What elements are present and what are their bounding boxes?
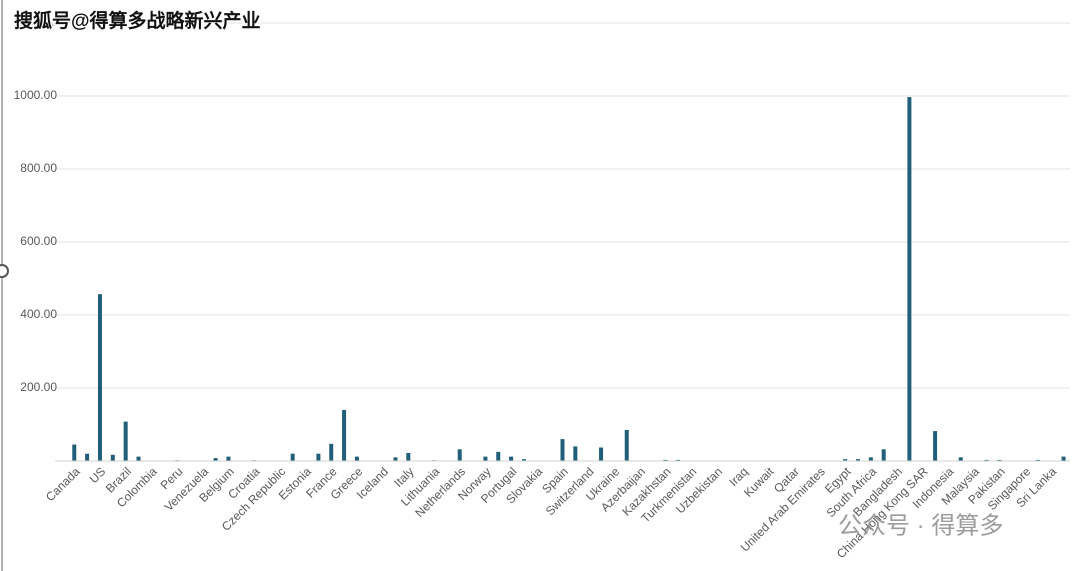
bar bbox=[599, 447, 604, 461]
bar bbox=[97, 294, 102, 461]
bar bbox=[406, 452, 411, 461]
bar bbox=[933, 431, 938, 461]
bar bbox=[329, 443, 334, 461]
y-tick-label: 600.00 bbox=[20, 234, 57, 248]
bar bbox=[907, 97, 912, 461]
watermark: 公众号 · 得算多 bbox=[838, 512, 1003, 539]
bar bbox=[110, 454, 115, 461]
bar bbox=[521, 459, 526, 461]
bar bbox=[509, 456, 514, 461]
bar bbox=[85, 453, 90, 461]
bar bbox=[457, 449, 462, 461]
bars bbox=[72, 97, 1066, 461]
resize-handle bbox=[0, 264, 9, 278]
bar bbox=[1035, 459, 1040, 461]
bar bbox=[856, 459, 861, 461]
bar bbox=[1061, 456, 1066, 461]
y-tick-label: 1200.00 bbox=[14, 15, 58, 29]
y-tick-label: 400.00 bbox=[20, 307, 57, 321]
bar bbox=[843, 459, 848, 461]
watermark-title: 搜狐号@得算多战略新兴产业 bbox=[14, 9, 261, 32]
bar bbox=[393, 457, 398, 461]
bar bbox=[213, 458, 218, 461]
bar bbox=[676, 459, 681, 461]
bar bbox=[290, 453, 295, 461]
bar bbox=[624, 429, 629, 461]
bar bbox=[123, 421, 128, 461]
bar bbox=[997, 459, 1002, 461]
bar bbox=[316, 453, 321, 461]
bar bbox=[483, 456, 488, 461]
bar bbox=[226, 456, 231, 461]
bar bbox=[342, 409, 347, 461]
bar bbox=[663, 459, 668, 461]
bar bbox=[560, 439, 565, 461]
bar bbox=[881, 449, 886, 461]
y-tick-label: 800.00 bbox=[20, 161, 57, 175]
bar bbox=[958, 457, 963, 461]
bar bbox=[354, 456, 359, 461]
grid bbox=[55, 22, 1070, 389]
bar bbox=[72, 444, 77, 461]
y-tick-label: 200.00 bbox=[20, 380, 57, 394]
bar bbox=[136, 456, 141, 461]
bar bbox=[573, 446, 578, 461]
y-tick-label: 1000.00 bbox=[14, 88, 58, 102]
bar bbox=[984, 459, 989, 461]
bar bbox=[496, 451, 501, 461]
bar bbox=[868, 457, 873, 461]
